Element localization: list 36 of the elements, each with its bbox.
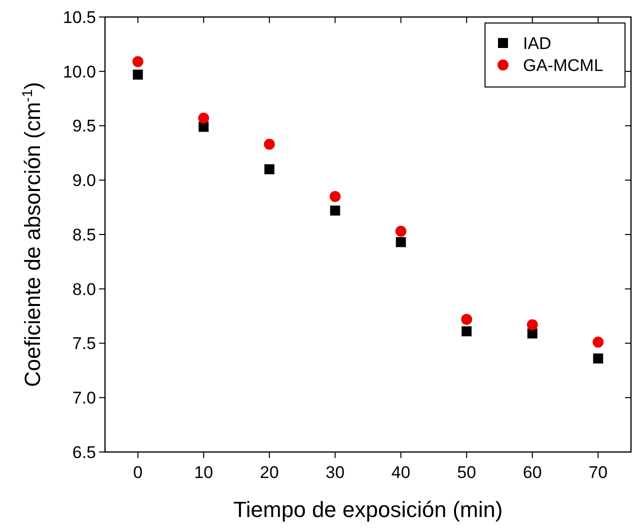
point — [592, 336, 604, 348]
y-tick-label: 10.5 — [62, 8, 96, 27]
point — [198, 112, 210, 124]
point — [264, 164, 274, 174]
point — [527, 328, 538, 338]
y-tick-label: 6.5 — [72, 442, 96, 462]
x-tick-label: 10 — [194, 463, 214, 482]
point — [396, 237, 406, 248]
point — [593, 353, 604, 364]
y-tick-label: 8.0 — [72, 280, 96, 299]
point — [264, 138, 275, 150]
x-tick-label: 0 — [133, 463, 143, 482]
point — [526, 319, 538, 330]
x-tick-label: 50 — [457, 463, 476, 482]
y-tick-label: 9.5 — [72, 116, 96, 136]
x-axis-title: Tiempo de exposición (min) — [233, 497, 503, 522]
point — [395, 226, 406, 237]
x-tick-label: 60 — [522, 463, 542, 482]
legend-label: GA-MCML — [523, 56, 604, 75]
y-tick-label: 10.0 — [62, 62, 96, 82]
x-tick-label: 20 — [260, 463, 279, 482]
point — [330, 190, 341, 202]
legend-label: IAD — [523, 34, 552, 53]
point — [132, 70, 143, 80]
point — [198, 122, 209, 132]
point — [132, 56, 144, 68]
x-tick-label: 70 — [588, 463, 608, 482]
y-tick-label: 8.5 — [72, 225, 96, 244]
y-tick-label: 9.0 — [72, 171, 96, 190]
point — [330, 206, 340, 216]
y-tick-label: 7.5 — [72, 334, 96, 354]
x-tick-label: 30 — [326, 463, 345, 482]
point — [461, 314, 472, 325]
point — [462, 326, 472, 336]
x-tick-label: 40 — [391, 463, 410, 482]
y-tick-label: 7.0 — [72, 388, 96, 408]
